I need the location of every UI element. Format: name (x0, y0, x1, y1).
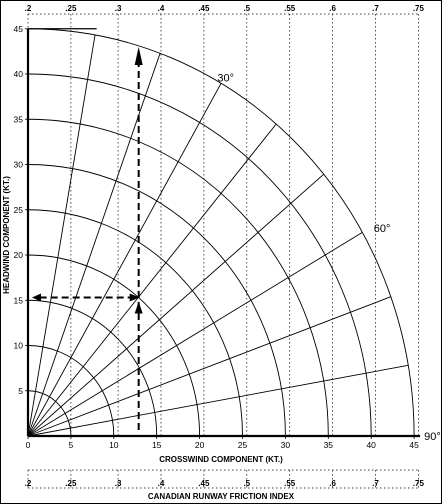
friction-tick-bottom: .75 (413, 479, 425, 488)
friction-tick-bottom: .3 (115, 479, 122, 488)
wind-speed-arc (27, 299, 158, 437)
left-arrowhead (32, 293, 41, 302)
example-arrows (32, 46, 143, 430)
friction-tick-top: .2 (25, 4, 32, 13)
right-arrowhead (129, 293, 140, 302)
x-tick-label: 35 (324, 440, 334, 450)
friction-tick-bottom: .6 (329, 479, 336, 488)
friction-tick-bottom: .55 (284, 479, 296, 488)
wind-speed-arcs (27, 28, 415, 437)
wind-angle-ray (27, 83, 222, 437)
x-tick-label: 10 (109, 440, 119, 450)
wind-angle-ray (27, 231, 363, 437)
x-tick-label: 15 (152, 440, 162, 450)
friction-tick-bottom: .25 (65, 479, 77, 488)
y-tick-label: 35 (14, 114, 24, 124)
wind-speed-arc (27, 73, 372, 437)
y-tick-label: 30 (14, 160, 24, 170)
wind-speed-arc (27, 118, 329, 437)
friction-tick-top: .5 (243, 4, 250, 13)
x-tick-label: 45 (409, 440, 419, 450)
y-tick-label: 10 (14, 341, 24, 351)
friction-tick-top: .25 (65, 4, 77, 13)
wind-angle-rays (27, 28, 415, 437)
friction-tick-top: .4 (158, 4, 165, 13)
y-tick-label: 40 (14, 69, 24, 79)
friction-axis-title: CANADIAN RUNWAY FRICTION INDEX (148, 492, 295, 501)
tick-labels: .2 .2 .25 .25 .3 .3 .4 .4 .45 .45 .5 .5 .55 .55 .6 .6 .7… (14, 4, 441, 488)
x-tick-label: 40 (366, 440, 376, 450)
friction-tick-top: .45 (198, 4, 210, 13)
friction-tick-bottom: .5 (243, 479, 250, 488)
wind-angle-ray (27, 34, 96, 437)
friction-grid (27, 13, 419, 489)
x-axis-title: CROSSWIND COMPONENT (KT.) (159, 455, 283, 464)
x-tick-label: 5 (69, 440, 74, 450)
angle-label: 30° (217, 72, 234, 84)
wind-speed-arc (27, 209, 243, 437)
y-tick-label: 5 (18, 386, 23, 396)
wind-speed-arc (27, 254, 201, 437)
friction-tick-top: .6 (329, 4, 336, 13)
wind-speed-arc (27, 164, 286, 437)
angle-label: 60° (374, 223, 391, 235)
friction-tick-bottom: .7 (372, 479, 379, 488)
wind-angle-ray (27, 123, 277, 437)
wind-angle-ray (27, 296, 391, 437)
wind-speed-arc (27, 345, 115, 437)
wind-angle-ray (27, 364, 409, 437)
wind-speed-arc (27, 28, 415, 437)
wind-angle-ray (27, 173, 325, 437)
friction-tick-bottom: .4 (158, 479, 165, 488)
x-tick-label: 30 (281, 440, 291, 450)
y-tick-label: 25 (14, 205, 24, 215)
friction-tick-bottom: .2 (25, 479, 32, 488)
up-arrowhead-lower (134, 301, 143, 314)
x-tick-label: 0 (26, 440, 31, 450)
x-tick-label: 20 (195, 440, 205, 450)
friction-tick-top: .75 (413, 4, 425, 13)
x-tick-label: 25 (238, 440, 248, 450)
y-axis-title: HEADWIND COMPONENT (KT.) (2, 176, 11, 294)
up-arrowhead (134, 46, 143, 65)
y-tick-label: 20 (14, 250, 24, 260)
y-tick-label: 15 (14, 295, 24, 305)
friction-tick-top: .3 (115, 4, 122, 13)
y-tick-label: 45 (14, 24, 24, 34)
friction-tick-top: .55 (284, 4, 296, 13)
angle-label: 90° (424, 431, 441, 443)
friction-tick-top: .7 (372, 4, 379, 13)
friction-tick-bottom: .45 (198, 479, 210, 488)
